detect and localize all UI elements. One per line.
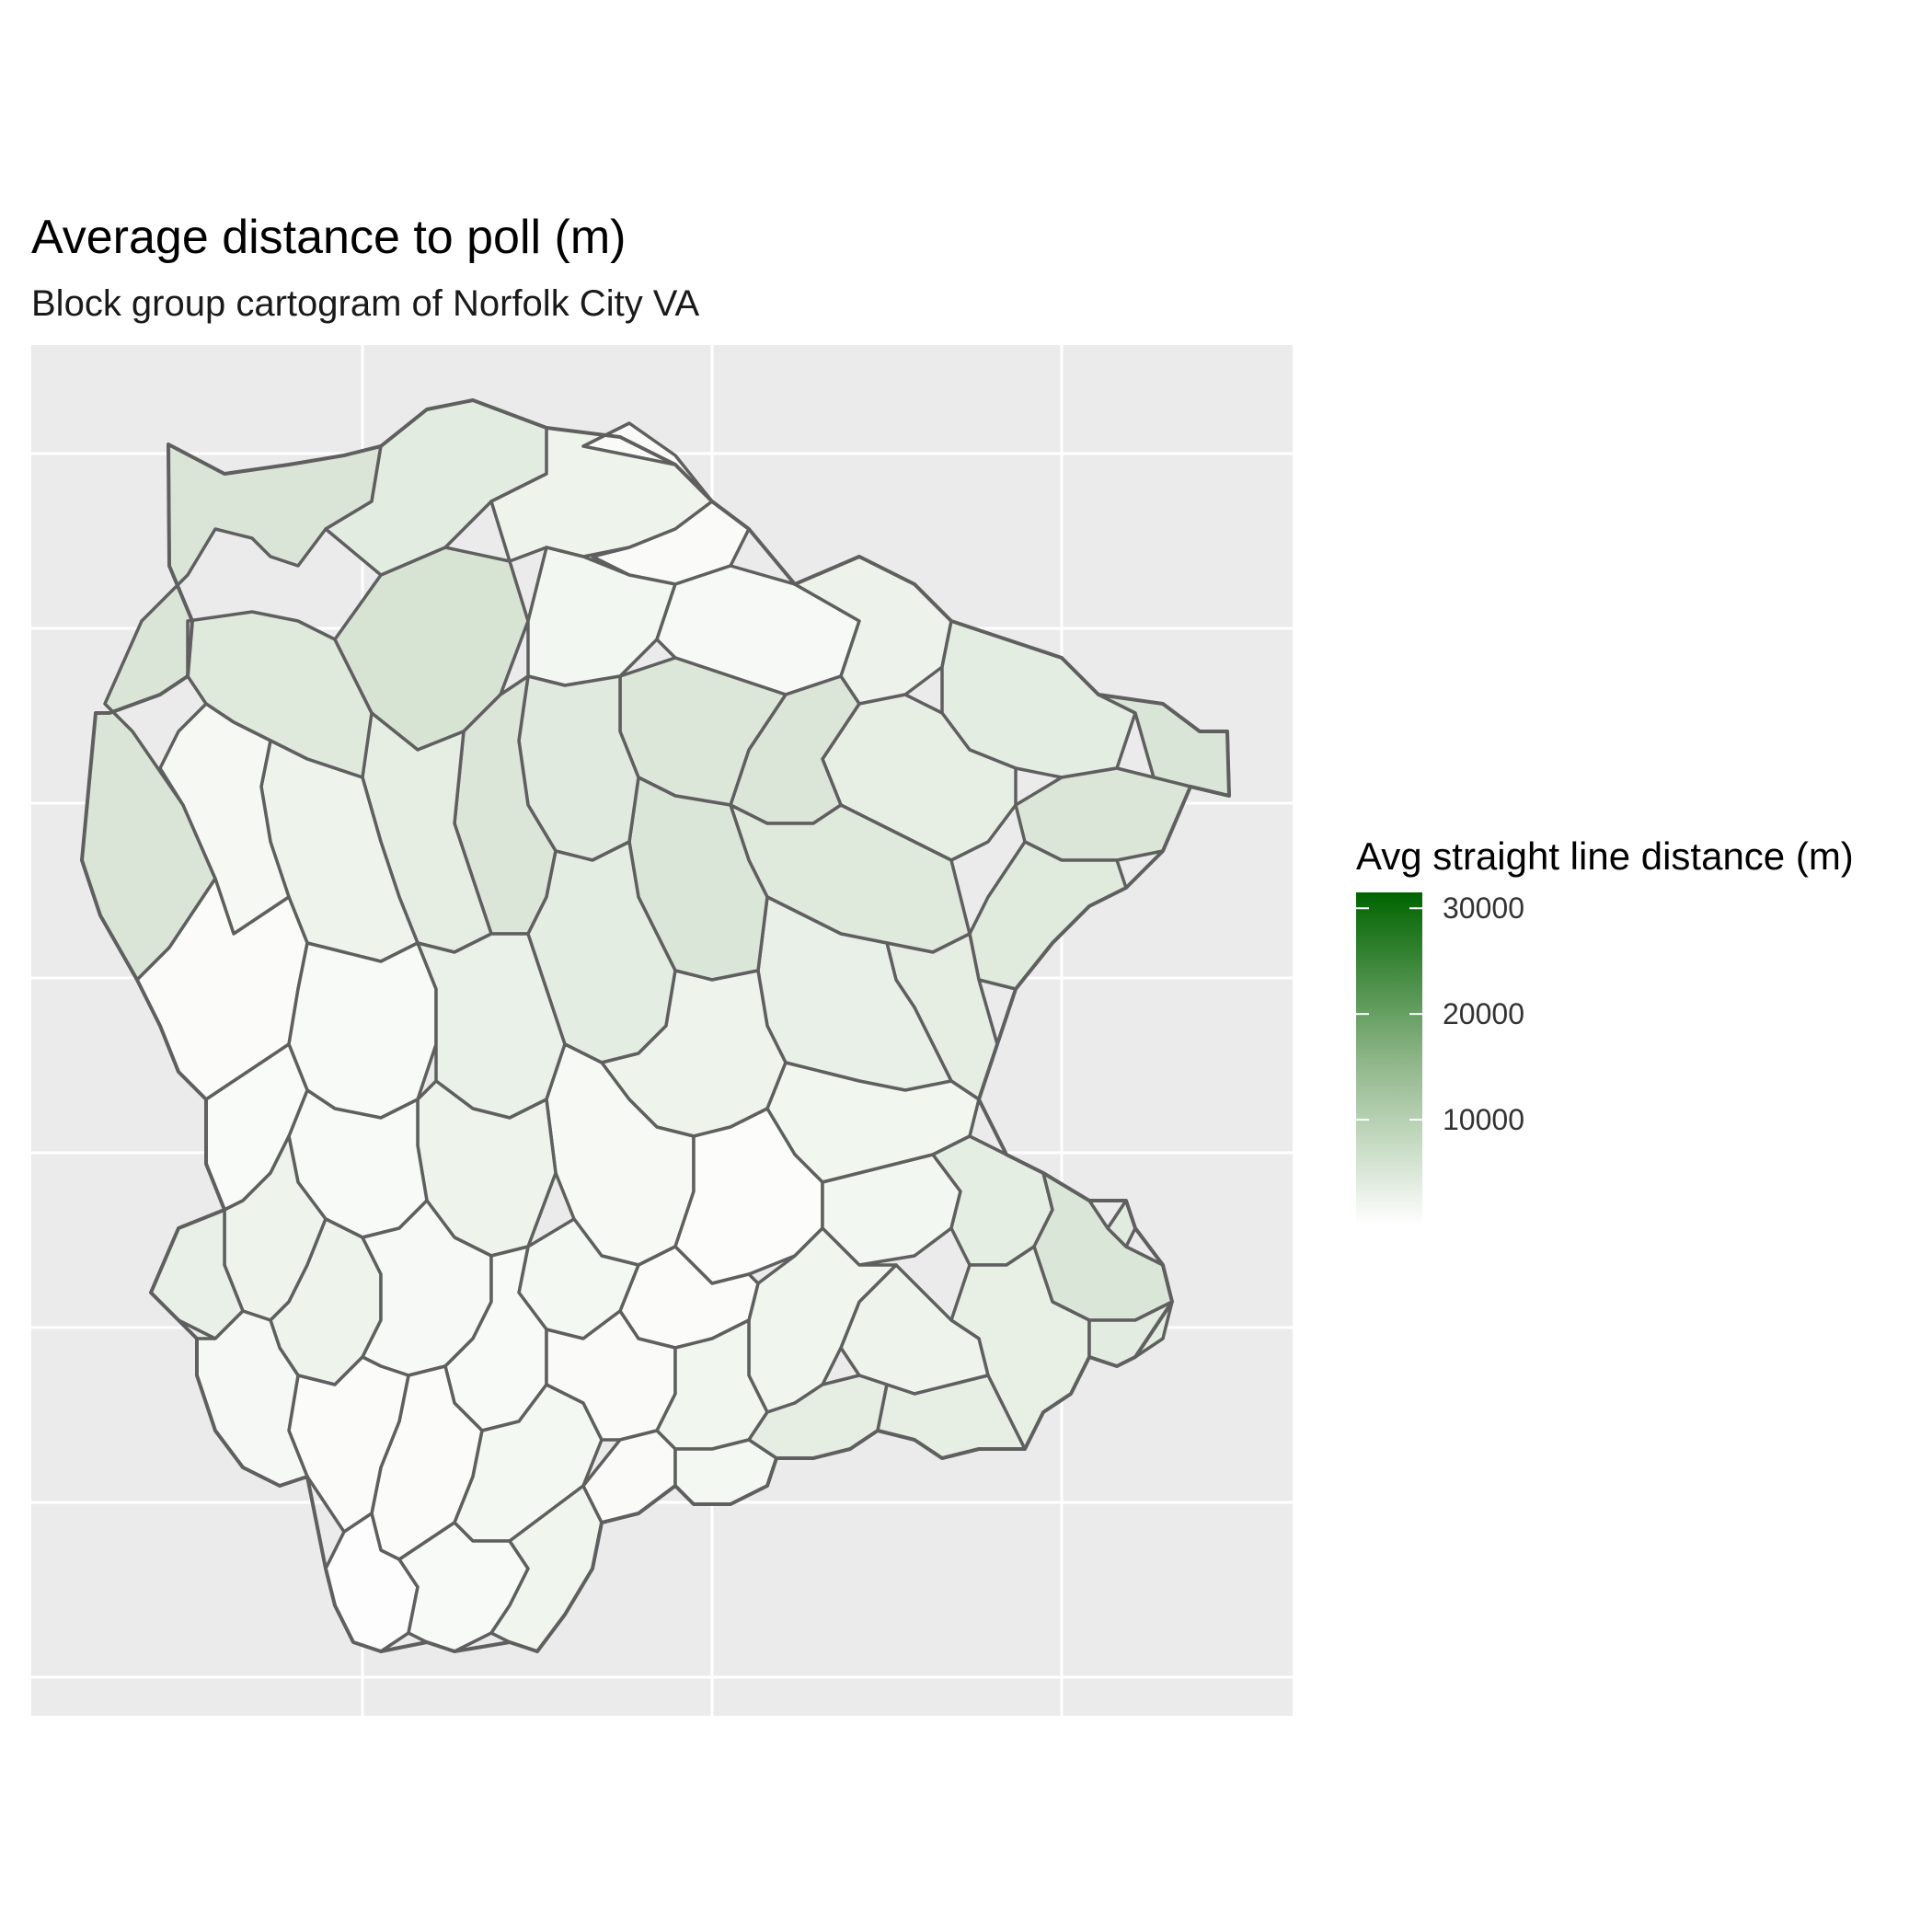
region [1032,1171,1174,1322]
cartogram-map [31,345,1293,1716]
region [1014,766,1192,862]
block-groups [80,398,1231,1653]
region [968,840,1128,991]
legend-colorbar [1356,892,1422,1225]
region [673,1438,778,1506]
map-outline [80,398,1231,1653]
plot-panel [31,345,1293,1716]
legend-title: Avg straight line distance (m) [1356,834,1854,878]
map-title: Average distance to poll (m) [31,211,627,264]
legend-tick-label-20000: 20000 [1443,997,1524,1031]
legend-tick-label-10000: 10000 [1443,1103,1524,1137]
map-subtitle: Block group cartogram of Norfolk City VA [31,283,700,324]
legend-gradient [1356,892,1422,1225]
legend-tick-label-30000: 30000 [1443,891,1524,926]
